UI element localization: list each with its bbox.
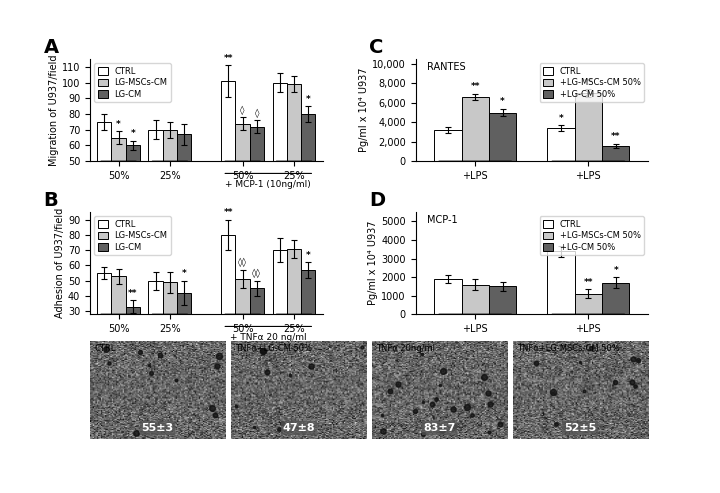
Y-axis label: Pg/ml x 10⁴ U937: Pg/ml x 10⁴ U937 — [359, 68, 369, 152]
Text: 52±5: 52±5 — [564, 423, 596, 433]
Text: **: ** — [224, 54, 233, 63]
Bar — [235, 279, 250, 357]
Text: **: ** — [128, 289, 138, 298]
Bar — [602, 145, 629, 161]
Legend: CTRL, LG-MSCs-CM, LG-CM: CTRL, LG-MSCs-CM, LG-CM — [94, 216, 171, 255]
Bar — [221, 235, 235, 357]
Bar — [287, 249, 301, 357]
Legend: CTRL, +LG-MSCs-CM 50%, +LG-CM 50%: CTRL, +LG-MSCs-CM 50%, +LG-CM 50% — [539, 63, 644, 102]
Bar — [148, 130, 163, 240]
Bar — [97, 273, 112, 357]
Text: *: * — [500, 97, 505, 106]
Text: *: * — [613, 266, 618, 275]
Bar — [489, 286, 516, 314]
Bar — [547, 128, 575, 161]
Legend: CTRL, +LG-MSCs-CM 50%, +LG-CM 50%: CTRL, +LG-MSCs-CM 50%, +LG-CM 50% — [539, 216, 644, 255]
Legend: CTRL, LG-MSCs-CM, LG-CM: CTRL, LG-MSCs-CM, LG-CM — [94, 63, 171, 102]
Bar — [434, 279, 462, 314]
Text: 83±7: 83±7 — [423, 423, 456, 433]
Text: CTRL: CTRL — [94, 344, 115, 352]
Bar — [148, 281, 163, 357]
Text: 47±8: 47±8 — [282, 423, 315, 433]
Text: **: ** — [584, 278, 593, 286]
Y-axis label: Pg/ml x 10⁴ U937: Pg/ml x 10⁴ U937 — [369, 221, 379, 306]
Text: + TNFα 20 ng/ml: + TNFα 20 ng/ml — [230, 333, 307, 342]
Bar — [273, 250, 287, 357]
Text: ◊: ◊ — [240, 106, 245, 115]
Text: A: A — [43, 38, 58, 57]
Bar — [250, 288, 264, 357]
Bar — [177, 293, 192, 357]
Text: RANTES: RANTES — [427, 62, 466, 72]
Bar — [221, 81, 235, 240]
Text: *: * — [116, 120, 121, 129]
Text: ◊◊: ◊◊ — [253, 269, 261, 278]
Bar — [575, 294, 602, 314]
Bar — [126, 145, 140, 240]
Bar — [163, 282, 177, 357]
Bar — [163, 130, 177, 240]
Y-axis label: Migration of U937/field: Migration of U937/field — [49, 54, 59, 166]
Bar — [250, 127, 264, 240]
Text: *: * — [306, 251, 310, 260]
Text: 55±3: 55±3 — [142, 423, 174, 433]
Bar — [126, 307, 140, 357]
Text: C: C — [369, 38, 383, 57]
Bar — [434, 130, 462, 161]
Text: *: * — [130, 129, 135, 138]
Text: **: ** — [611, 132, 621, 141]
Bar — [235, 124, 250, 240]
Text: TNFα 20ng/ml: TNFα 20ng/ml — [376, 344, 435, 352]
Text: ◊: ◊ — [255, 108, 259, 118]
Bar — [489, 112, 516, 161]
Bar — [97, 122, 112, 240]
Text: *: * — [559, 114, 563, 123]
Text: TNFα+LG-CM 50%: TNFα+LG-CM 50% — [235, 344, 312, 352]
Text: + MCP-1 (10ng/ml): + MCP-1 (10ng/ml) — [225, 179, 311, 188]
Text: TNFα+LG-MSCs-CM 50%: TNFα+LG-MSCs-CM 50% — [517, 344, 619, 352]
Text: B: B — [43, 191, 58, 210]
Text: ◊◊: ◊◊ — [238, 258, 247, 268]
Text: MCP-1: MCP-1 — [427, 215, 458, 225]
Bar — [602, 282, 629, 314]
Bar — [301, 114, 315, 240]
Text: *: * — [181, 269, 186, 278]
Bar — [575, 93, 602, 161]
Bar — [112, 138, 126, 240]
Bar — [547, 251, 575, 314]
Bar — [112, 276, 126, 357]
Bar — [287, 84, 301, 240]
Bar — [273, 83, 287, 240]
Bar — [177, 135, 192, 240]
Y-axis label: Adhesion of U937/field: Adhesion of U937/field — [55, 208, 65, 318]
Bar — [462, 97, 489, 161]
Text: *: * — [306, 95, 310, 104]
Text: **: ** — [584, 78, 593, 87]
Bar — [301, 270, 315, 357]
Text: D: D — [369, 191, 385, 210]
Text: **: ** — [224, 208, 233, 217]
Text: **: ** — [470, 82, 480, 91]
Bar — [462, 284, 489, 314]
